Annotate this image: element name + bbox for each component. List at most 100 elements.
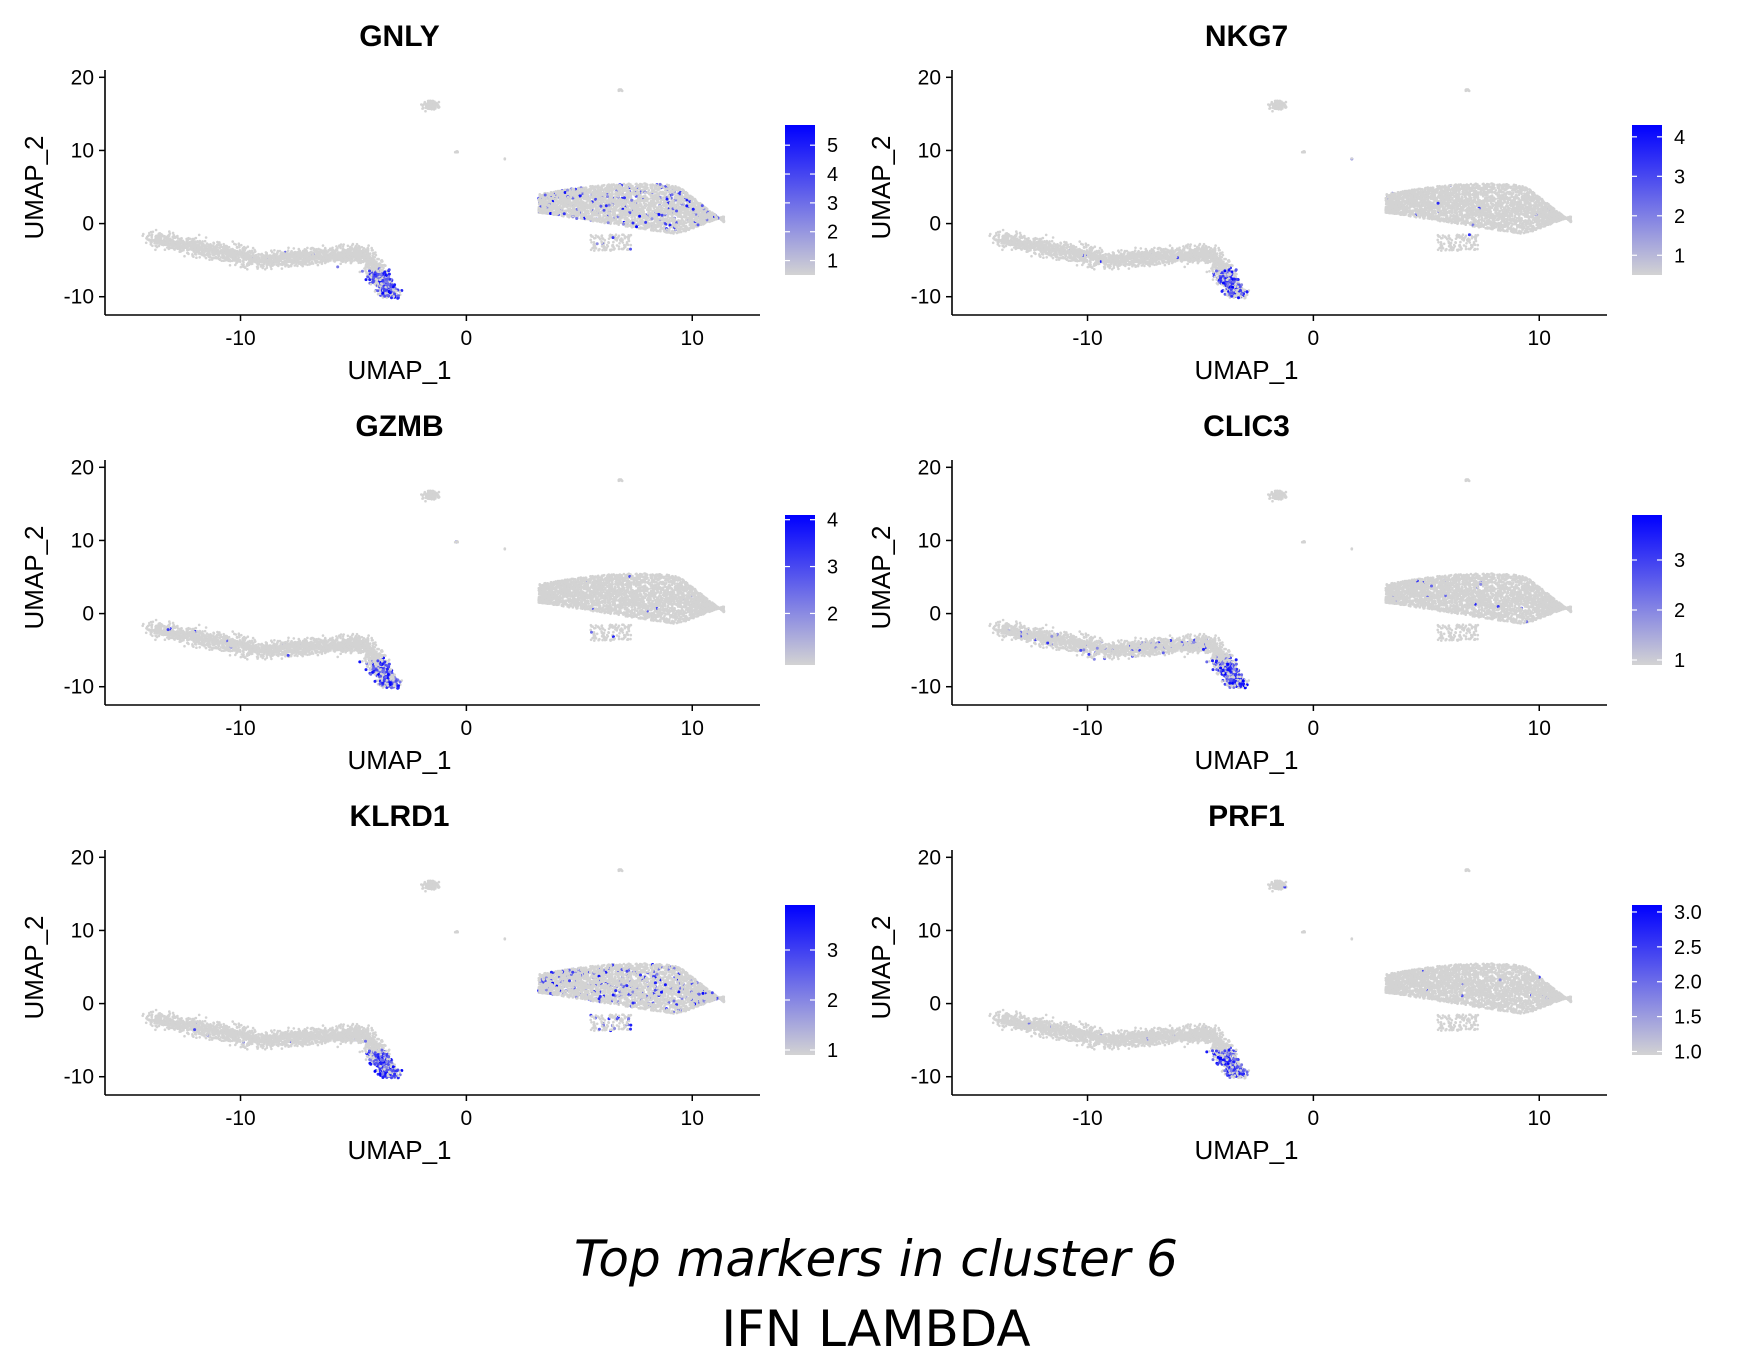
- cell-point: [237, 255, 240, 259]
- cell-point: [369, 282, 373, 286]
- cell-point: [278, 249, 282, 253]
- cell-point: [163, 241, 167, 245]
- cell-point: [313, 248, 317, 252]
- cell-point: [181, 244, 184, 247]
- cell-point: [343, 254, 346, 257]
- cell-point: [365, 265, 369, 269]
- cell-point: [388, 291, 392, 295]
- cell-point: [255, 255, 259, 259]
- cell-point: [234, 263, 237, 267]
- cell-point: [235, 258, 239, 262]
- cell-point: [355, 242, 359, 246]
- cell-point: [223, 259, 227, 262]
- cell-point: [185, 237, 188, 241]
- cell-point: [196, 243, 200, 246]
- cell-point: [198, 255, 201, 259]
- cell-point: [255, 265, 259, 269]
- cell-point: [680, 194, 684, 198]
- cell-point: [231, 254, 234, 258]
- cell-point: [171, 238, 174, 242]
- cell-point: [239, 265, 243, 269]
- cell-point: [331, 248, 335, 252]
- cell-point: [262, 265, 265, 268]
- cell-point: [275, 261, 279, 264]
- cell-point: [325, 255, 328, 258]
- cell-point: [346, 244, 350, 248]
- cell-point: [226, 254, 229, 258]
- cell-point: [158, 232, 162, 235]
- cell-point: [160, 242, 164, 245]
- cell-point: [167, 247, 171, 251]
- cell-point: [360, 245, 364, 249]
- cell-point: [373, 258, 376, 262]
- cell-point: [154, 228, 158, 232]
- cell-point: [287, 252, 290, 256]
- cell-point: [282, 252, 286, 256]
- cell-point: [625, 204, 629, 207]
- cell-point: [353, 250, 357, 254]
- cell-point: [301, 253, 304, 257]
- cell-point: [176, 242, 180, 245]
- cell-point: [157, 239, 160, 243]
- cell-point: [316, 263, 320, 267]
- cell-point: [258, 253, 262, 256]
- cell-point: [373, 290, 377, 293]
- cell-point: [315, 253, 319, 256]
- cell-point: [246, 245, 250, 248]
- cell-point: [349, 248, 353, 251]
- cell-point: [324, 249, 328, 253]
- cell-point: [201, 240, 204, 243]
- cell-point: [154, 244, 158, 248]
- cell-point: [190, 245, 193, 249]
- cell-point: [315, 261, 318, 265]
- cell-point: [270, 267, 273, 271]
- cell-point: [222, 242, 225, 246]
- cell-point: [375, 265, 378, 269]
- cell-point: [375, 281, 378, 285]
- cell-point: [319, 248, 322, 252]
- cell-point: [335, 245, 338, 248]
- cell-point: [239, 253, 243, 257]
- cell-point: [379, 285, 382, 288]
- cell-point: [240, 263, 244, 266]
- cell-point: [271, 255, 275, 259]
- cell-point: [245, 264, 249, 267]
- cell-point: [243, 265, 246, 269]
- cell-point: [224, 244, 227, 248]
- feature-plot-grid: GNLY-10 0 10-1001020UMAP_1UMAP_212345NKG7-…: [19, 20, 1702, 1165]
- cell-point: [171, 241, 174, 245]
- cell-point: [300, 257, 303, 260]
- cell-point: [330, 252, 334, 256]
- cell-point: [292, 251, 295, 254]
- cell-point: [634, 182, 638, 186]
- cell-point: [257, 263, 260, 266]
- cell-point: [327, 249, 331, 252]
- cell-point: [249, 257, 252, 260]
- cell-point: [206, 253, 209, 257]
- cell-point: [233, 253, 237, 257]
- cell-point: [199, 251, 202, 255]
- cell-point: [187, 242, 190, 245]
- cell-point: [381, 279, 385, 282]
- cell-point: [286, 249, 290, 252]
- cell-point: [320, 262, 324, 266]
- cell-point: [378, 292, 382, 296]
- cell-point: [280, 261, 284, 265]
- cell-point: [366, 275, 370, 279]
- cell-point: [254, 250, 257, 253]
- cell-point: [397, 294, 400, 298]
- cell-point: [380, 268, 384, 272]
- cell-point: [369, 259, 373, 262]
- cell-point: [363, 253, 367, 257]
- cell-point: [359, 258, 362, 261]
- cell-point: [237, 251, 240, 255]
- cell-point: [342, 243, 346, 246]
- cell-point: [366, 260, 370, 264]
- cell-point: [364, 259, 367, 263]
- cell-point: [211, 250, 214, 254]
- cell-point: [332, 255, 336, 259]
- cell-point: [379, 282, 383, 285]
- cell-point: [661, 190, 665, 194]
- cell-point: [283, 260, 287, 264]
